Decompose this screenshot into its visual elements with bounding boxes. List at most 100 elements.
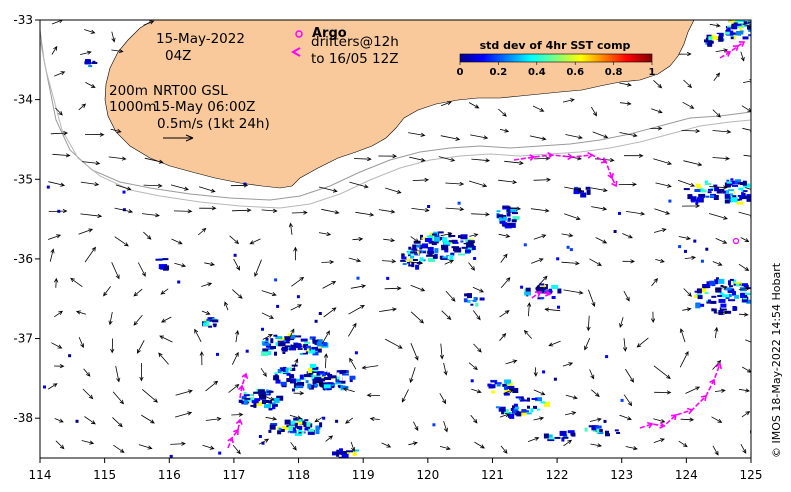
sst-pixel [315, 429, 320, 435]
sst-pixel [725, 310, 732, 314]
colorbar [459, 53, 653, 63]
current-vector [111, 48, 124, 54]
sst-pixel [728, 198, 732, 201]
sst-pixel [312, 339, 319, 344]
sst-pixel [277, 342, 285, 347]
current-vector [383, 238, 396, 243]
sst-pixel [743, 21, 749, 25]
sst-pixel [544, 401, 550, 407]
sst-pixel [706, 281, 711, 286]
sst-pixel [316, 341, 323, 347]
sst-pixel [75, 419, 79, 423]
sst-pixel [341, 453, 349, 458]
sst-pixel [290, 378, 297, 384]
sst-pixel [268, 400, 273, 404]
current-vector [232, 289, 243, 299]
sst-pixel [295, 378, 301, 382]
sst-pixel [243, 394, 250, 397]
current-vector [745, 187, 751, 190]
current-vector [504, 160, 524, 166]
sst-pixel [702, 284, 708, 288]
sst-pixel [449, 254, 454, 260]
sst-pixel [713, 308, 717, 314]
drifter-arrowhead [241, 372, 249, 380]
sst-pixel [338, 380, 346, 384]
current-vector [384, 286, 402, 291]
sst-pixel [283, 340, 287, 343]
current-vector [625, 446, 638, 451]
sst-pixel [453, 233, 461, 237]
sst-pixel [294, 423, 298, 427]
sst-pixel [335, 419, 339, 423]
drifter-track [513, 154, 617, 187]
sst-pixel [286, 425, 290, 428]
sst-pixel [466, 242, 473, 248]
current-vector [318, 381, 326, 391]
sst-pixel [716, 277, 719, 281]
sst-pixel [324, 370, 328, 375]
colorbar-tick-label: 0 [457, 67, 464, 78]
sst-pixel [303, 344, 309, 349]
current-vector [561, 261, 580, 266]
current-vector [588, 289, 596, 307]
current-vector [738, 286, 751, 291]
sst-pixel [467, 293, 472, 299]
sst-pixel [727, 25, 732, 28]
sst-pixel [739, 182, 747, 185]
sst-pixel [747, 21, 751, 24]
current-vector [141, 213, 160, 218]
sst-pixel [557, 288, 562, 294]
y-tick-label: -38 [13, 411, 33, 425]
sst-pixel [413, 253, 418, 256]
sst-pixel [735, 283, 740, 287]
sst-pixel [289, 347, 297, 351]
current-vector [740, 237, 750, 243]
sst-pixel [503, 210, 510, 213]
current-vector [143, 231, 152, 240]
sst-pixel [419, 257, 424, 262]
current-vector [471, 388, 482, 394]
current-vector [141, 388, 159, 403]
current-vector [199, 351, 204, 366]
colorbar-ticks: 0 0.2 0.4 0.6 0.8 1 [457, 62, 656, 78]
current-vector [321, 260, 335, 265]
sst-pixel [742, 36, 749, 40]
sst-pixel [122, 190, 126, 194]
sst-pixel [270, 346, 276, 349]
sst-pixel [68, 354, 72, 358]
current-vector [655, 258, 665, 263]
sst-pixel [276, 426, 280, 432]
current-vector [468, 102, 480, 109]
sst-pixel [603, 419, 607, 423]
sst-pixel [528, 294, 535, 298]
sst-pixel [496, 383, 501, 387]
current-vector [410, 311, 424, 324]
sst-pixel [515, 396, 523, 399]
current-vector [679, 328, 686, 343]
sst-pixel [277, 369, 281, 373]
sst-pixel [345, 373, 349, 379]
sst-pixel [501, 222, 507, 227]
sst-pixel [539, 283, 545, 286]
sst-pixel [265, 337, 269, 341]
sst-pixel [741, 299, 748, 303]
drifter-arrowhead [659, 421, 666, 429]
current-vector [712, 156, 731, 161]
current-vector [108, 156, 127, 161]
current-vector [411, 207, 430, 213]
sst-pixel [460, 240, 464, 243]
sst-pixel [283, 366, 286, 372]
sst-pixel [297, 348, 303, 351]
sst-pixel [705, 247, 709, 251]
current-vector [379, 307, 397, 312]
current-vector [622, 259, 636, 264]
sst-pixel [509, 222, 516, 228]
sst-pixel [284, 346, 288, 350]
drifter-arrowhead [611, 180, 618, 188]
sst-pixel [524, 291, 531, 296]
sst-pixel [216, 352, 219, 356]
current-vector [342, 387, 355, 393]
current-vector [202, 444, 215, 450]
colorbar-tick-label: 0.6 [566, 67, 584, 78]
sst-pixel [274, 351, 277, 356]
